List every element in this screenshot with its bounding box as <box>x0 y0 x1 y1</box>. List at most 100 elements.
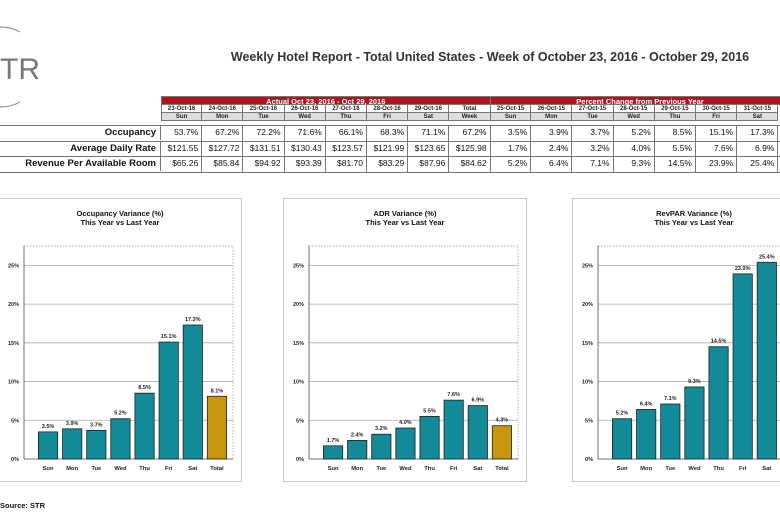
y-tick-label: 5% <box>585 418 593 424</box>
actual-date: 29-Oct-16 <box>408 105 450 113</box>
data-label: 6.4% <box>640 401 653 407</box>
actual-value: $87.96 <box>408 156 450 172</box>
change-value: 14.5% <box>655 156 696 172</box>
bar-wed <box>684 386 705 460</box>
row-label: Revenue Per Available Room <box>0 156 161 171</box>
x-tick-label: Mon <box>640 466 652 472</box>
bar-wed <box>110 418 131 460</box>
x-tick-label: Total <box>495 466 509 472</box>
change-value: 7.1% <box>572 156 614 172</box>
data-label: 7.6% <box>447 392 460 398</box>
actual-day: Tue <box>243 113 285 121</box>
actual-value: $94.92 <box>243 156 285 172</box>
data-label: 3.2% <box>375 426 388 432</box>
x-tick-label: Thu <box>713 466 724 472</box>
actual-value: 68.3% <box>367 125 409 141</box>
bar-total <box>491 425 512 460</box>
y-tick-label: 5% <box>11 418 19 424</box>
svg-text:.: . <box>36 76 37 82</box>
row-divider <box>0 171 780 173</box>
actual-value: $65.26 <box>161 156 203 172</box>
change-day: Fri <box>696 113 738 121</box>
bar-thu <box>708 346 729 460</box>
y-tick-label: 15% <box>8 341 19 347</box>
bar-tue <box>660 403 681 460</box>
change-value: 4.0% <box>614 140 655 156</box>
x-tick-label: Wed <box>114 466 127 472</box>
x-tick-label: Fri <box>450 466 458 472</box>
chart-title: RevPAR Variance (%) This Year vs Last Yea… <box>573 209 780 227</box>
actual-value: 67.2% <box>202 125 244 141</box>
data-label: 5.2% <box>616 411 629 417</box>
change-date: 27-Oct-15 <box>572 105 614 113</box>
data-label: 1.7% <box>327 438 340 444</box>
actual-value: $83.29 <box>367 156 409 172</box>
x-tick-label: Sun <box>617 466 628 472</box>
data-label: 4.0% <box>399 420 412 426</box>
bar-sat <box>756 261 777 460</box>
change-date: 28-Oct-15 <box>613 105 655 113</box>
data-label: 5.2% <box>114 411 127 417</box>
data-label: 17.3% <box>185 317 201 323</box>
x-tick-label: Fri <box>165 466 173 472</box>
change-value: 7.6% <box>696 140 738 156</box>
actual-date: 23-Oct-16 <box>161 105 203 113</box>
x-tick-label: Tue <box>91 466 102 472</box>
actual-value: $123.65 <box>408 140 450 156</box>
chart-title: ADR Variance (%) This Year vs Last Year <box>284 209 526 227</box>
actual-value: 72.2% <box>243 125 285 141</box>
x-tick-label: Wed <box>399 466 412 472</box>
x-tick-label: Thu <box>424 466 435 472</box>
x-tick-label: Tue <box>665 466 676 472</box>
bar-plot: 0% 5% 10% 15% 20% 25% 1.7% Sun 2.4% Mon 3.2% Tue 4.0… <box>293 245 519 472</box>
x-tick-label: Sat <box>188 466 197 472</box>
chart-title-line: Occupancy Variance (%) <box>76 209 164 218</box>
bar-fri <box>443 399 464 460</box>
change-date: 31-Oct-15 <box>737 105 779 113</box>
data-label: 2.4% <box>351 432 364 438</box>
actual-value: $121.99 <box>367 140 409 156</box>
svg-text:TR: TR <box>0 53 40 86</box>
change-day: Sat <box>737 113 779 121</box>
actual-day: Week <box>449 113 491 121</box>
actual-day: Sun <box>161 113 203 121</box>
y-tick-label: 20% <box>582 302 593 308</box>
row-label: Average Daily Rate <box>0 140 161 156</box>
actual-day: Fri <box>367 113 409 121</box>
actual-date: 27-Oct-16 <box>325 105 367 113</box>
x-tick-label: Wed <box>688 466 701 472</box>
x-tick-label: Tue <box>376 466 387 472</box>
x-tick-label: Mon <box>66 466 78 472</box>
data-label: 4.3% <box>496 418 509 424</box>
row-divider <box>0 125 780 126</box>
y-tick-label: 20% <box>8 302 19 308</box>
data-label: 8.5% <box>138 385 151 391</box>
x-tick-label: Total <box>210 466 224 472</box>
change-value: 6.4% <box>531 156 573 172</box>
change-value: 15.1% <box>696 125 738 141</box>
bar-sat <box>467 405 488 460</box>
bar-tue <box>371 433 392 460</box>
data-label: 8.1% <box>211 388 224 394</box>
str-logo: TR . <box>0 22 60 112</box>
source-note: Source: STR <box>0 501 46 510</box>
actual-value: $84.62 <box>449 156 491 172</box>
change-value: 3.9% <box>531 125 573 141</box>
change-day: Tue <box>572 113 614 121</box>
x-tick-label: Sat <box>762 466 771 472</box>
change-day: Sun <box>490 113 532 121</box>
change-value: 23.9% <box>696 156 738 172</box>
y-tick-label: 10% <box>8 380 19 386</box>
data-label: 23.9% <box>735 266 751 272</box>
actual-value: $93.39 <box>285 156 326 172</box>
x-tick-label: Sat <box>473 466 482 472</box>
chart-subtitle: This Year vs Last Year <box>365 218 445 227</box>
actual-date: 24-Oct-16 <box>202 105 244 113</box>
change-value: 5.2% <box>614 125 655 141</box>
actual-value: $127.72 <box>202 140 244 156</box>
change-value: 5.2% <box>490 156 532 172</box>
actual-value: $81.70 <box>326 156 367 172</box>
actual-day: Thu <box>325 113 367 121</box>
actual-day: Wed <box>284 113 326 121</box>
actual-value: 71.6% <box>285 125 326 141</box>
